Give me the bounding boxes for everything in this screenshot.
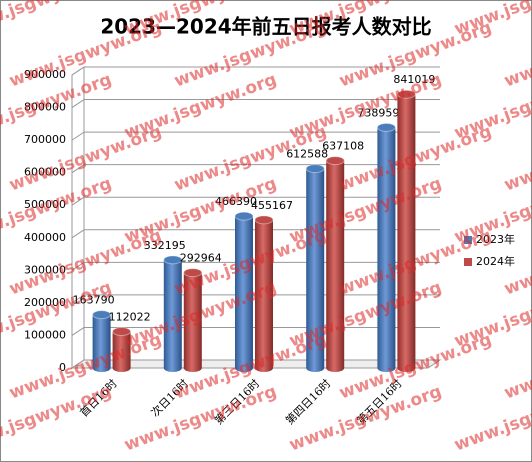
value-label: 637108 [322,140,364,153]
value-label: 112022 [109,311,151,324]
back-wall [71,66,85,369]
legend-label: 2023年 [476,232,515,246]
bar-base [235,364,253,372]
bar-base [377,364,396,372]
bar [112,327,132,372]
y-tick-label: 400000 [24,231,66,244]
bar-body [397,94,416,368]
bar-body [326,160,345,368]
legend-label: 2024年 [476,254,515,268]
y-tick-label: 500000 [24,198,66,211]
bar [305,164,325,372]
y-tick-label: 900000 [24,68,66,81]
grid-line [71,229,85,239]
bar-base [306,364,325,372]
grid-line [71,131,85,141]
bar-body [112,331,131,368]
legend-swatch [464,258,472,266]
bar [163,255,183,372]
value-label: 612588 [286,148,328,161]
bar [183,268,203,372]
bar-cap [92,310,112,320]
bar-body [306,168,325,368]
bar-cap [305,164,325,174]
value-label: 455167 [251,199,293,212]
grid-line [71,99,85,108]
grid-line [71,327,85,336]
bar-base [183,364,202,372]
bar-cap [112,327,132,337]
bar [92,310,112,372]
grid-line [71,359,85,369]
y-tick-label: 800000 [24,101,66,114]
value-label: 292964 [180,252,222,265]
legend-swatch [464,236,472,244]
bar-base [163,364,182,372]
grid-line [71,164,85,174]
y-tick-label: 700000 [24,133,66,146]
bar-cap [254,215,274,225]
y-tick-label: 200000 [24,296,66,309]
bar-body [163,259,182,368]
bar-body [235,216,253,368]
bar-cap [376,122,396,132]
bar-body [255,219,273,368]
bar [376,122,396,372]
y-tick-label: 300000 [24,263,66,276]
bar-body [92,314,111,368]
value-label: 738959 [357,106,399,119]
value-label: 332195 [144,239,186,252]
bar-cap [163,255,183,265]
bar [396,89,416,372]
bar-cap [234,211,254,221]
chart-title: 2023—2024年前五日报考人数对比 [100,15,431,39]
y-tick-label: 600000 [24,166,66,179]
bar [325,156,345,372]
bar [234,211,254,372]
bar-base [397,364,416,372]
value-label: 841019 [393,73,435,86]
grid-line [71,66,85,76]
bar-cap [183,268,203,278]
bar-body [377,127,396,368]
bar-cap [396,89,416,99]
grid-line [71,196,85,206]
bar-cap [325,156,345,166]
grid-line [71,294,85,304]
bar-body [183,272,202,368]
bar-base [112,364,131,372]
grid-line [71,261,85,271]
value-label: 466390 [215,195,257,208]
bar [254,215,274,372]
bar-base [255,364,273,372]
y-tick-label: 100000 [24,328,66,341]
bar-base [92,364,111,372]
bar-base [326,364,345,372]
value-label: 163790 [73,294,115,307]
y-tick-label: 0 [59,361,66,374]
